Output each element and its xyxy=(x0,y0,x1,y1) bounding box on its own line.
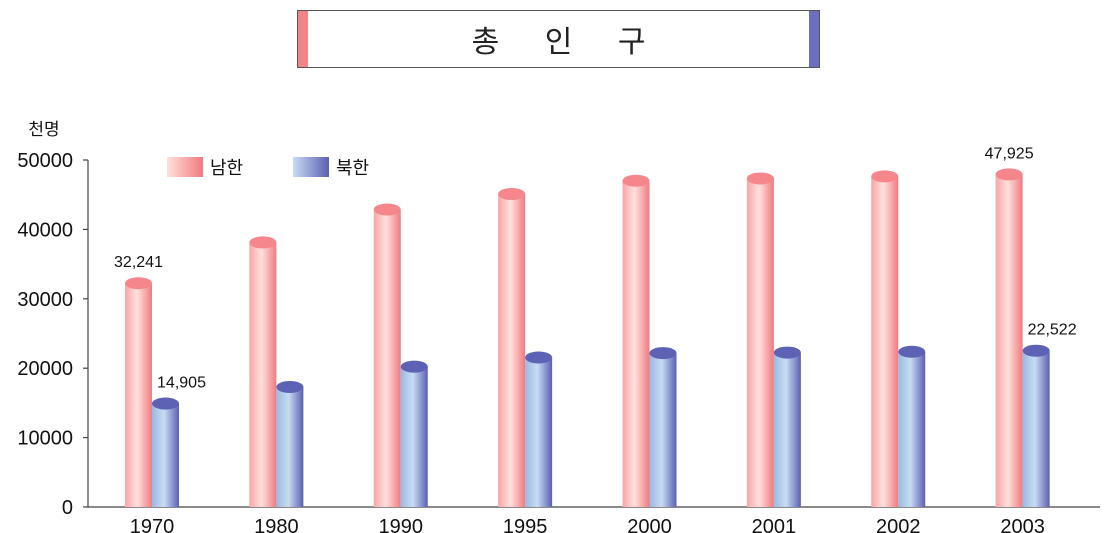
y-unit-label: 천명 xyxy=(28,120,59,140)
x-tick-label: 1990 xyxy=(379,516,424,533)
bar-north xyxy=(400,366,428,507)
bar-cap-north xyxy=(898,345,926,358)
bar-south xyxy=(746,178,774,507)
data-label: 14,905 xyxy=(157,375,206,392)
x-tick-label: 1980 xyxy=(254,516,299,533)
data-label: 47,925 xyxy=(985,145,1034,162)
bar-cap-north xyxy=(152,397,179,410)
y-tick-label: 40000 xyxy=(17,219,73,241)
bar-south xyxy=(622,180,650,508)
bar-cap-north xyxy=(525,351,553,364)
bar-south xyxy=(373,209,401,507)
bar-north xyxy=(276,386,304,507)
bar-cap-south xyxy=(249,236,277,249)
y-tick-label: 30000 xyxy=(17,289,73,311)
chart-title-box: 총 인 구 xyxy=(297,10,820,68)
bar-north xyxy=(152,403,179,507)
bar-north xyxy=(525,357,553,507)
y-tick-label: 10000 xyxy=(17,428,73,450)
bar-cap-north xyxy=(649,347,677,360)
bar-north xyxy=(649,353,677,507)
title-accent-right xyxy=(809,11,819,67)
chart-title: 총 인 구 xyxy=(471,25,664,60)
legend-swatch-north xyxy=(293,157,329,177)
bar-cap-south xyxy=(498,188,526,201)
legend-swatch-south xyxy=(167,157,203,177)
legend-label-north: 북한 xyxy=(336,158,369,179)
x-tick-label: 2003 xyxy=(1000,516,1045,533)
bar-south xyxy=(249,242,277,507)
y-tick-label: 50000 xyxy=(17,150,73,172)
y-tick-label: 0 xyxy=(62,497,73,519)
bar-cap-south xyxy=(995,168,1023,181)
bar-south xyxy=(125,283,152,507)
x-tick-label: 2000 xyxy=(627,516,672,533)
bar-north xyxy=(1022,350,1050,507)
y-tick-label: 20000 xyxy=(17,358,73,380)
data-label: 22,522 xyxy=(1028,322,1077,339)
bar-cap-north xyxy=(276,380,304,393)
legend-label-south: 남한 xyxy=(210,158,243,179)
bar-cap-south xyxy=(871,170,899,183)
bar-cap-north xyxy=(400,360,428,373)
bar-cap-south xyxy=(125,277,152,290)
bar-cap-south xyxy=(373,203,401,216)
title-accent-left xyxy=(298,11,308,67)
bar-south xyxy=(498,194,526,508)
x-tick-label: 1995 xyxy=(503,516,548,533)
bar-cap-north xyxy=(1022,344,1050,357)
bar-cap-south xyxy=(622,174,650,187)
bar-north xyxy=(773,352,801,507)
bar-south xyxy=(871,176,899,507)
x-tick-label: 2002 xyxy=(876,516,921,533)
x-tick-label: 2001 xyxy=(752,516,797,533)
bar-cap-south xyxy=(746,172,774,185)
data-label: 32,241 xyxy=(114,254,163,271)
x-tick-label: 1970 xyxy=(130,516,175,533)
bar-north xyxy=(898,351,926,507)
bar-south xyxy=(995,174,1023,507)
bar-cap-north xyxy=(773,346,801,359)
